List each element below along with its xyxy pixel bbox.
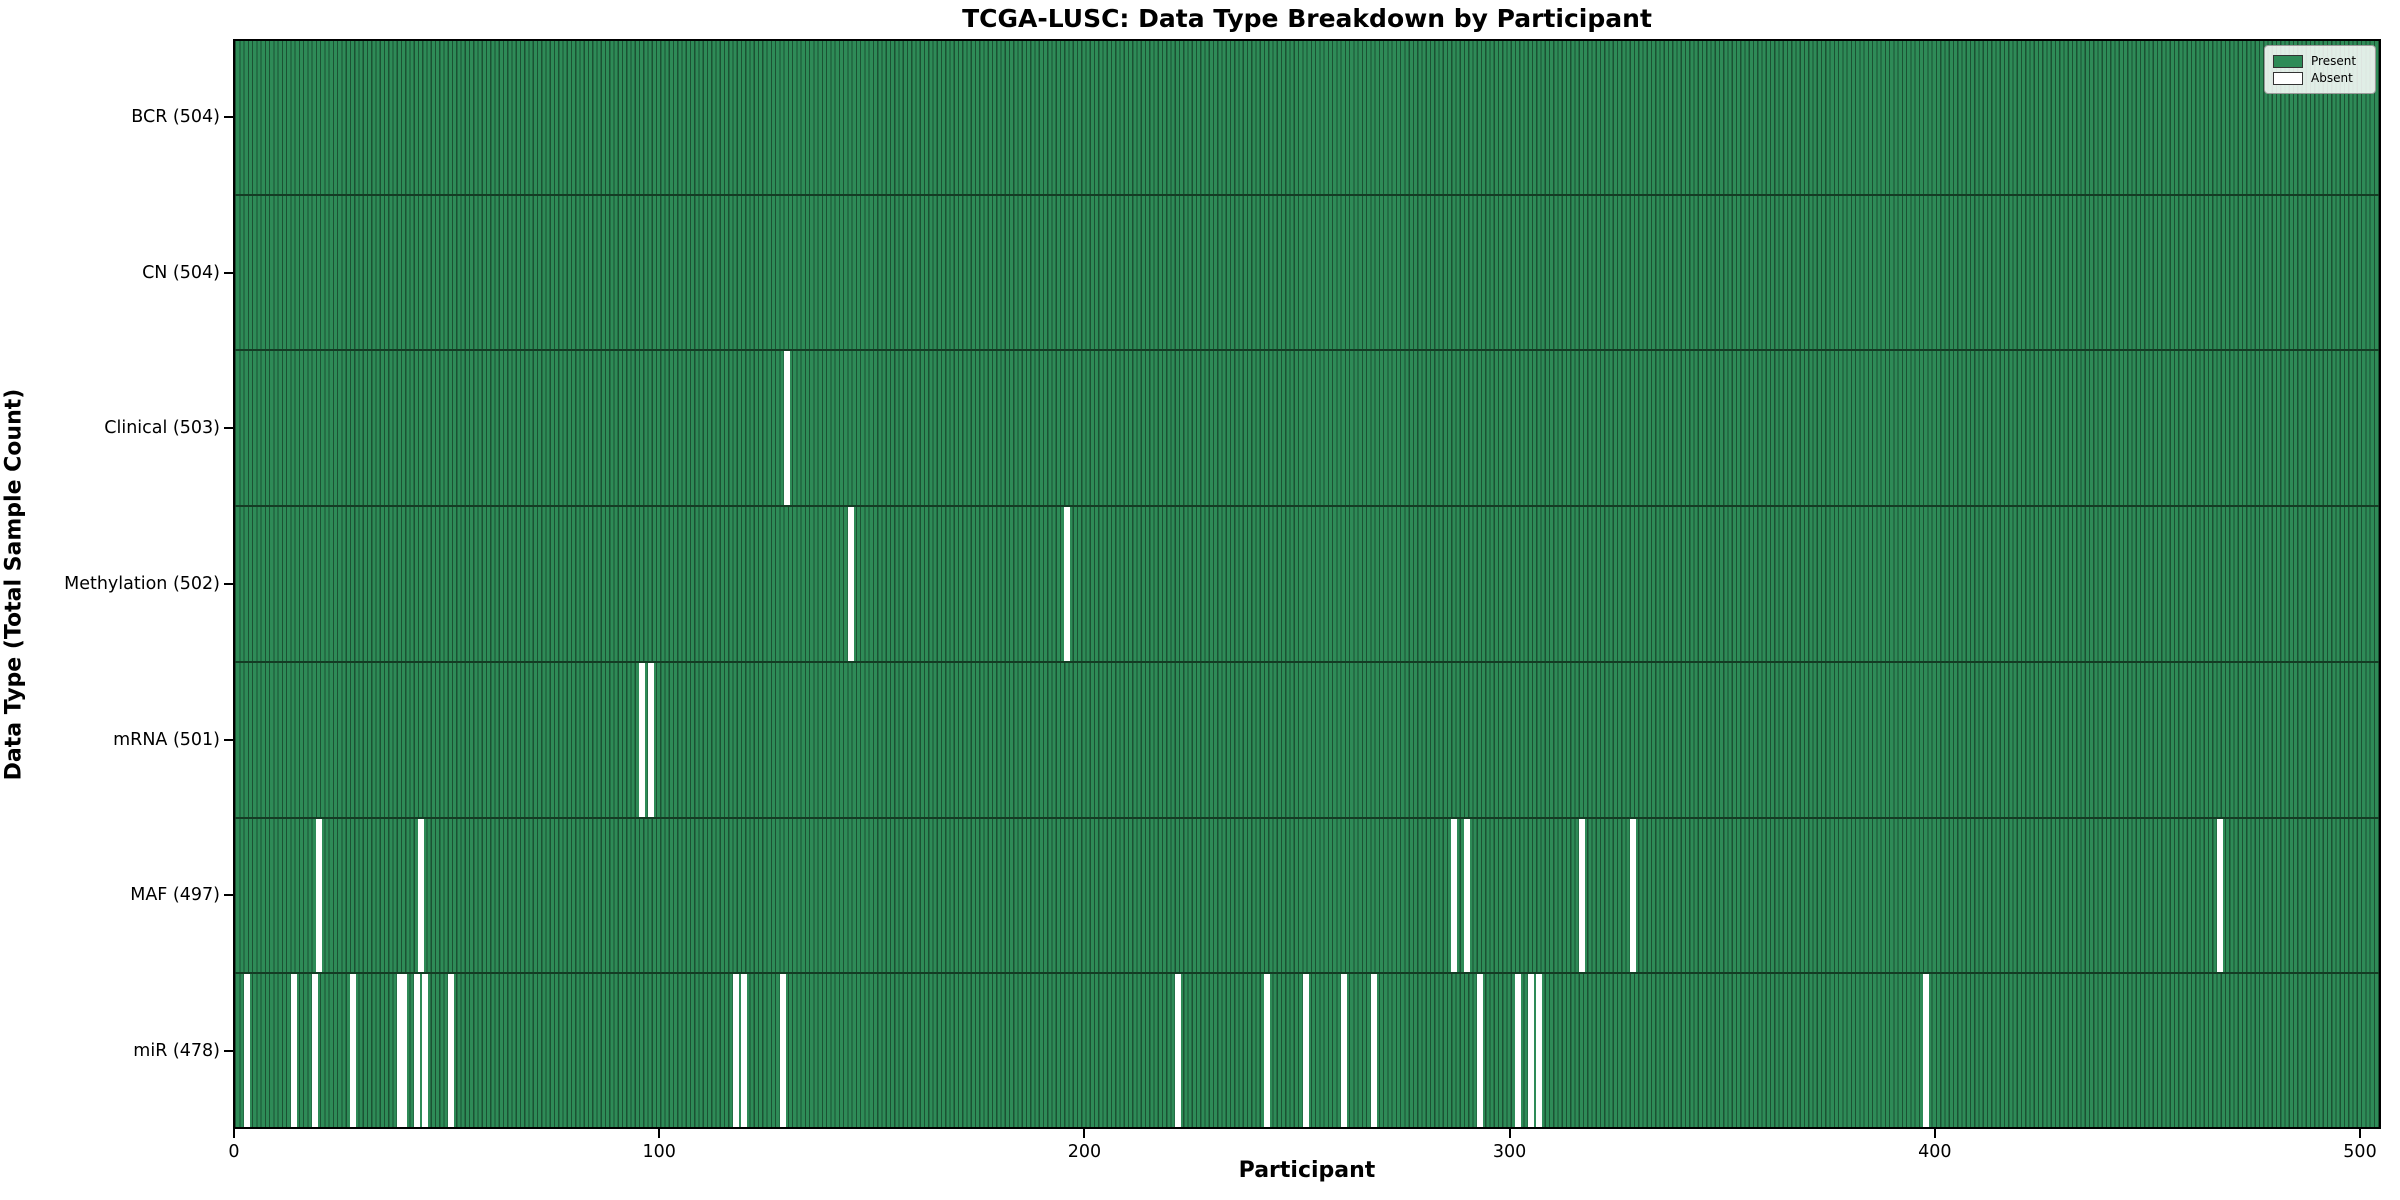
absent-gap [447, 974, 454, 1127]
legend-absent-swatch [2273, 71, 2303, 85]
y-tick-label-maf: MAF (497) [130, 885, 220, 906]
absent-gap [1464, 818, 1471, 973]
y-tick-label-methylation: Methylation (502) [64, 574, 220, 594]
y-tick-label-mrna: mRNA (501) [113, 729, 220, 750]
absent-gap [647, 662, 654, 817]
chart-title: TCGA-LUSC: Data Type Breakdown by Partic… [962, 4, 1652, 33]
absent-gap [741, 974, 748, 1127]
x-tick-mark [1933, 1129, 1936, 1138]
x-tick-mark [658, 1129, 661, 1138]
absent-gap [290, 974, 297, 1127]
row-boundary [235, 505, 2379, 508]
x-tick-mark [1083, 1129, 1086, 1138]
y-tick-mark [224, 427, 233, 430]
y-tick-mark [224, 738, 233, 741]
absent-gap [396, 974, 403, 1127]
absent-gap [422, 974, 429, 1127]
y-tick-mark [224, 894, 233, 897]
absent-gap [413, 974, 420, 1127]
absent-gap [1451, 818, 1458, 973]
y-tick-label-mir: miR (478) [133, 1041, 220, 1062]
absent-gap [2216, 818, 2223, 973]
absent-gap [1340, 974, 1347, 1127]
legend-entry-absent: Absent [2273, 71, 2367, 85]
x-tick-label: 400 [1918, 1142, 1952, 1162]
row-boundary [235, 660, 2379, 663]
y-tick-mark [224, 115, 233, 118]
absent-gap [847, 507, 854, 661]
row-boundary [235, 193, 2379, 196]
legend-present-swatch [2273, 54, 2303, 68]
absent-gap [1174, 974, 1181, 1127]
absent-gap [401, 974, 408, 1127]
absent-gap [418, 818, 425, 973]
absent-gap [1302, 974, 1309, 1127]
x-tick-label: 100 [642, 1142, 676, 1162]
absent-gap [783, 351, 790, 506]
absent-gap [1476, 974, 1483, 1127]
y-tick-label-clinical: Clinical (503) [104, 418, 220, 439]
x-tick-label: 0 [228, 1142, 240, 1162]
absent-gap [1515, 974, 1522, 1127]
x-tick-mark [2359, 1129, 2361, 1138]
row-boundary [235, 349, 2379, 352]
legend-entry-present: Present [2273, 54, 2367, 68]
absent-gap [1629, 818, 1636, 973]
absent-gap [1264, 974, 1271, 1127]
absent-gap [779, 974, 786, 1127]
absent-gap [243, 974, 250, 1127]
absent-gap [1064, 507, 1071, 661]
legend: Present Absent [2264, 45, 2376, 94]
x-tick-mark [233, 1129, 235, 1138]
x-tick-label: 200 [1067, 1142, 1102, 1162]
absent-gap [639, 662, 646, 817]
absent-gap [350, 974, 357, 1127]
y-tick-mark [224, 583, 233, 585]
absent-gap [732, 974, 739, 1127]
x-tick-mark [1508, 1129, 1511, 1138]
absent-gap [316, 818, 323, 973]
absent-gap [1923, 974, 1930, 1127]
row-boundary [235, 816, 2379, 819]
x-tick-label: 300 [1492, 1142, 1527, 1162]
absent-gap [1536, 974, 1543, 1127]
y-tick-mark [224, 271, 233, 274]
plot-area [233, 39, 2381, 1129]
x-tick-label: 500 [2343, 1142, 2377, 1162]
y-tick-label-bcr: BCR (504) [131, 106, 220, 127]
y-tick-label-cn: CN (504) [142, 262, 220, 283]
absent-gap [1578, 818, 1585, 973]
x-axis-title: Participant [1238, 1158, 1376, 1183]
absent-gap [311, 974, 318, 1127]
row-boundary [235, 972, 2379, 975]
y-tick-mark [224, 1050, 233, 1053]
legend-present-label: Present [2311, 54, 2357, 68]
absent-gap [1527, 974, 1534, 1127]
absent-gap [1370, 974, 1377, 1127]
legend-absent-label: Absent [2311, 71, 2353, 85]
